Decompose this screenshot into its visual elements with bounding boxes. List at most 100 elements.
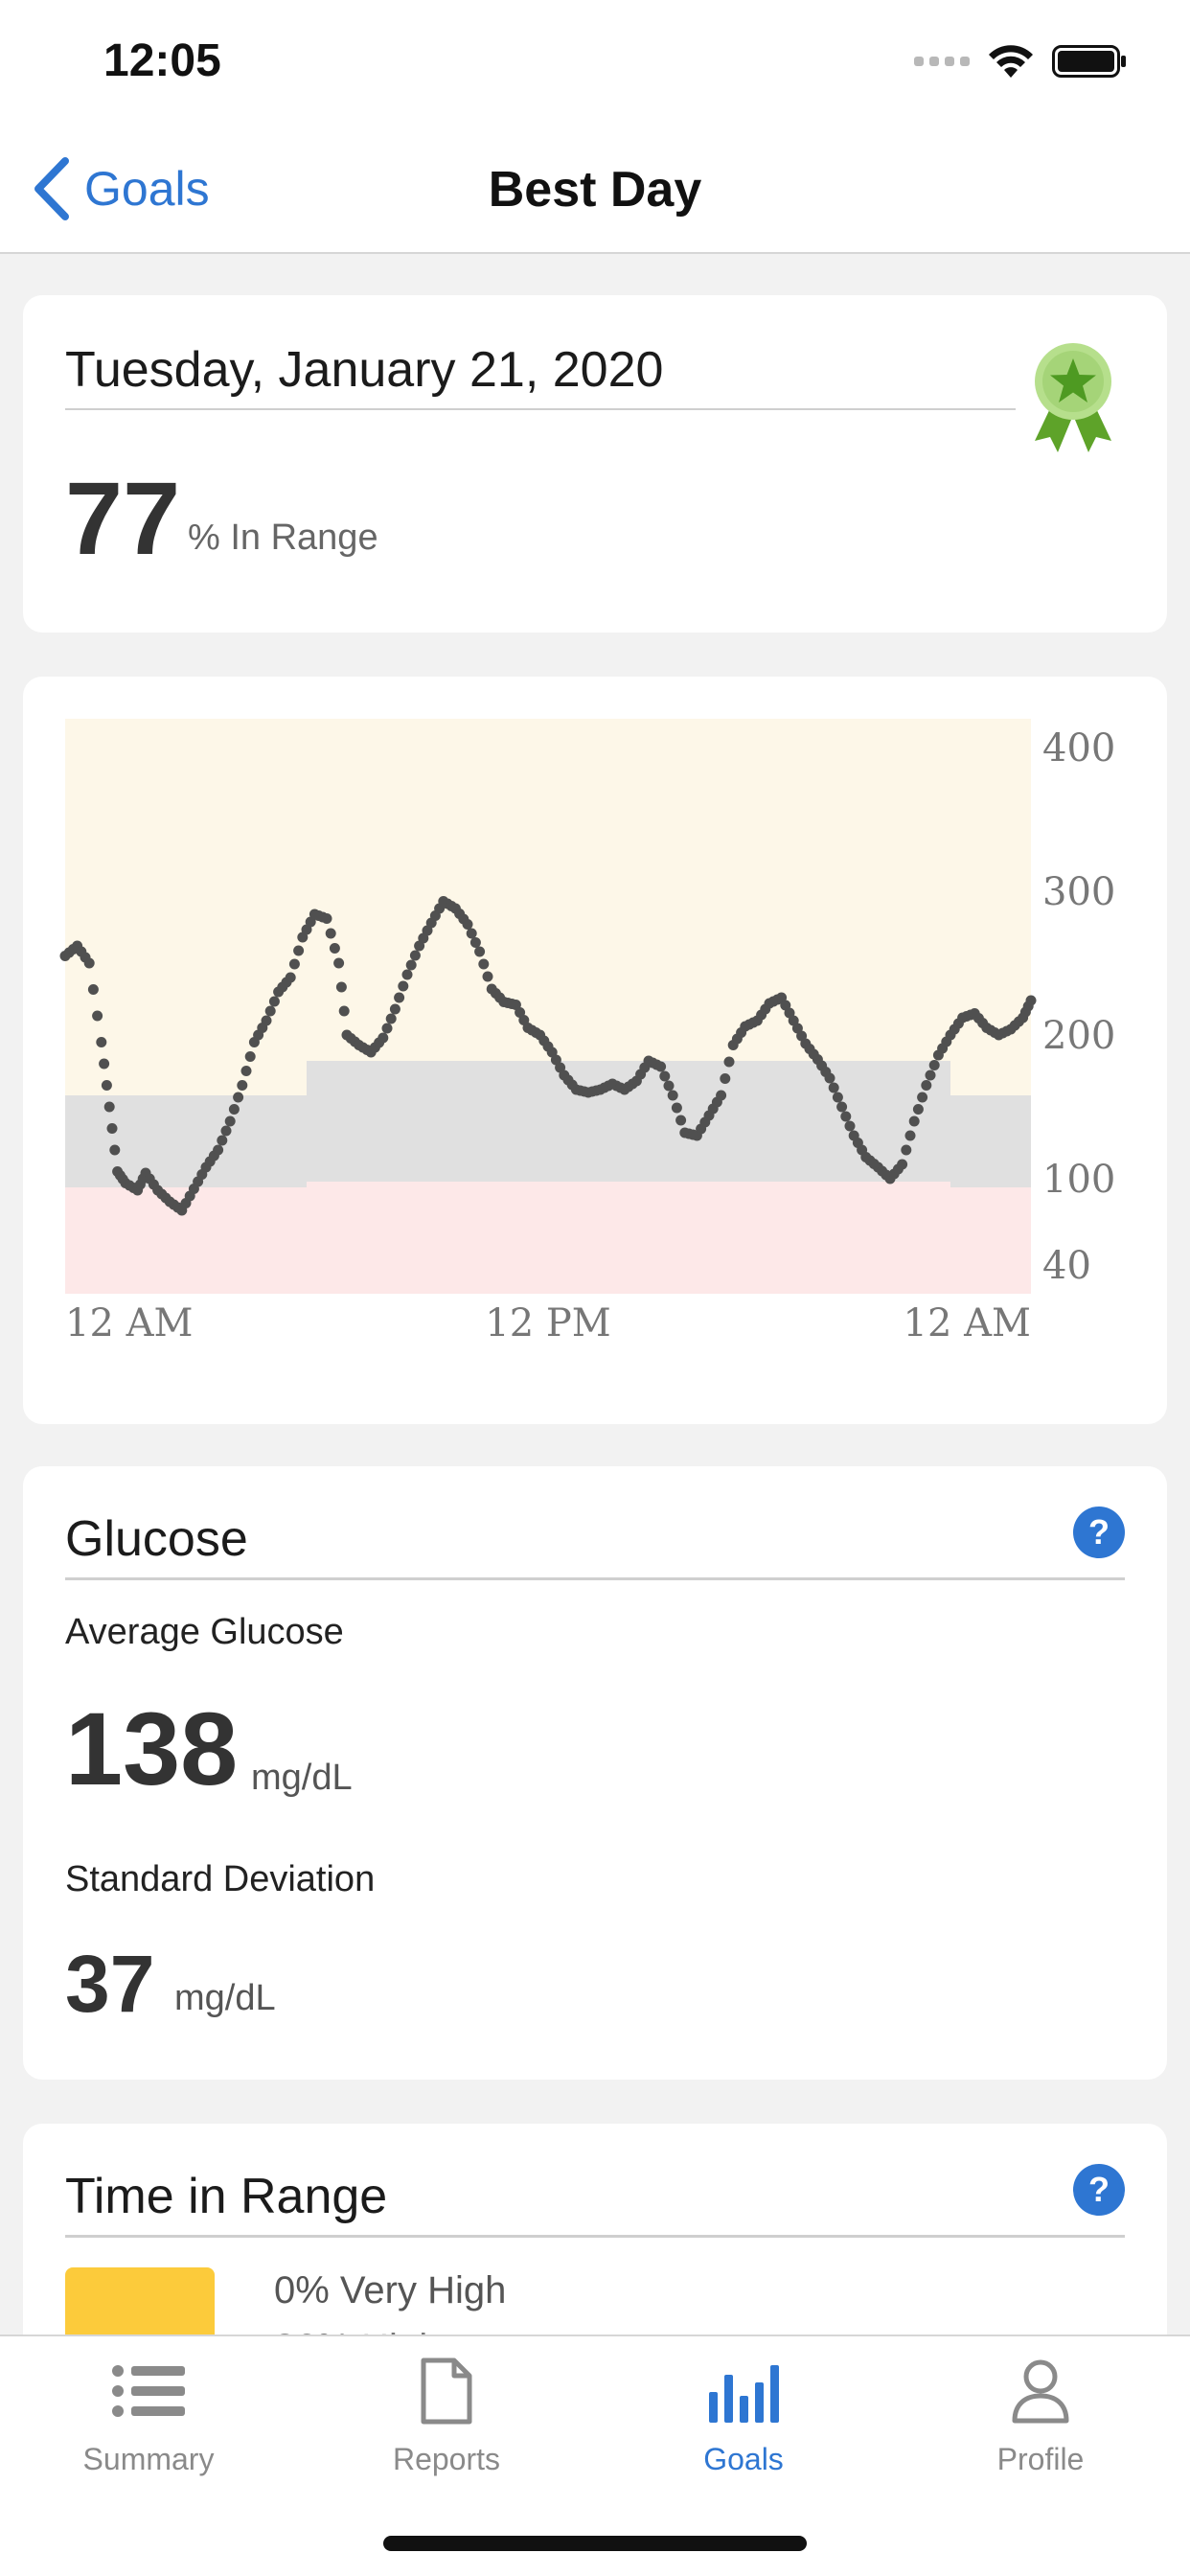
status-bar: 12:05 [0, 0, 1190, 125]
home-indicator [383, 2536, 807, 2551]
divider [65, 2235, 1125, 2238]
standard-deviation-label: Standard Deviation [65, 1859, 376, 1899]
glucose-point-214 [901, 1144, 912, 1156]
glucose-point-90 [401, 969, 413, 980]
glucose-point-45 [224, 1116, 236, 1127]
back-button[interactable]: Goals [33, 157, 210, 220]
glucose-point-43 [217, 1135, 228, 1146]
glucose-point-109 [478, 958, 490, 970]
cellular-signal-icon [914, 57, 970, 66]
glucose-point-105 [462, 919, 473, 930]
glucose-point-246 [1025, 995, 1037, 1006]
glucose-point-155 [663, 1080, 675, 1092]
standard-deviation-unit: mg/dL [174, 1978, 276, 2018]
glucose-point-169 [720, 1073, 731, 1084]
tab-reports[interactable]: Reports [351, 2358, 542, 2477]
tab-summary-label: Summary [82, 2442, 215, 2476]
glucose-point-216 [908, 1116, 920, 1127]
glucose-point-86 [385, 1013, 397, 1024]
wifi-icon [989, 45, 1033, 78]
glucose-point-44 [220, 1125, 232, 1137]
glucose-point-196 [828, 1082, 839, 1093]
divider [65, 408, 1016, 410]
very-high-label: 0% Very High [274, 2269, 507, 2312]
glucose-point-74 [338, 1005, 350, 1017]
target-zone-2 [950, 1095, 1031, 1187]
target-zone-0 [65, 1095, 307, 1187]
glucose-point-92 [409, 950, 421, 961]
glucose-point-221 [928, 1060, 940, 1070]
tab-profile[interactable]: Profile [945, 2358, 1136, 2477]
target-zone-1 [307, 1061, 950, 1182]
y-tick-label-2: 200 [1042, 1014, 1115, 1058]
low-zone-2 [950, 1187, 1031, 1294]
glucose-point-91 [405, 959, 417, 971]
glucose-help-icon[interactable]: ? [1073, 1506, 1125, 1558]
glucose-point-50 [244, 1051, 256, 1062]
x-tick-label-2: 12 AM [904, 1301, 1031, 1346]
y-tick-label-0: 400 [1042, 726, 1115, 770]
glucose-point-14 [109, 1144, 121, 1156]
glucose-point-217 [912, 1104, 924, 1115]
glucose-point-49 [240, 1066, 252, 1076]
list-icon [112, 2365, 185, 2417]
glucose-point-213 [897, 1159, 908, 1170]
tab-reports-label: Reports [392, 2442, 501, 2476]
glucose-point-198 [836, 1101, 848, 1113]
person-icon [1012, 2359, 1069, 2424]
glucose-point-47 [233, 1092, 244, 1103]
glucose-point-55 [264, 1005, 276, 1017]
glucose-section-title: Glucose [65, 1511, 248, 1567]
glucose-point-197 [832, 1092, 843, 1103]
x-tick-label-1: 12 PM [485, 1301, 610, 1346]
average-glucose-value: 138 [65, 1690, 239, 1806]
in-range-value: 77 [65, 460, 181, 576]
glucose-point-71 [329, 943, 340, 954]
glucose-point-73 [335, 981, 347, 993]
glucose-point-153 [655, 1061, 667, 1072]
glucose-point-195 [824, 1072, 835, 1084]
glucose-point-157 [671, 1102, 682, 1114]
bar-chart-icon [709, 2365, 779, 2423]
glucose-point-54 [261, 1015, 272, 1026]
glucose-point-48 [237, 1080, 248, 1091]
in-range-label: % In Range [188, 518, 378, 558]
glucose-point-110 [482, 971, 493, 982]
glucose-point-13 [106, 1123, 118, 1134]
document-icon [421, 2358, 472, 2425]
tab-summary[interactable]: Summary [53, 2358, 244, 2477]
glucose-point-11 [101, 1080, 112, 1091]
glucose-stats-card: Glucose ? Average Glucose 138 mg/dL Stan… [23, 1466, 1167, 2080]
glucose-point-60 [285, 972, 296, 983]
glucose-point-87 [389, 1003, 400, 1015]
glucose-point-12 [103, 1101, 115, 1113]
status-time: 12:05 [103, 35, 221, 86]
glucose-point-6 [83, 957, 95, 969]
glucose-point-85 [381, 1023, 393, 1034]
navigation-bar: Goals Best Day [0, 125, 1190, 254]
glucose-chart-card: 400 300 200 100 40 12 AM 12 PM 12 AM [23, 677, 1167, 1424]
award-ribbon-icon [1035, 343, 1111, 452]
divider [65, 1577, 1125, 1580]
average-glucose-label: Average Glucose [65, 1612, 344, 1652]
glucose-point-107 [469, 937, 481, 948]
glucose-point-61 [288, 958, 300, 970]
glucose-point-168 [716, 1090, 727, 1101]
standard-deviation-value: 37 [65, 1939, 155, 2029]
time-in-range-help-icon[interactable]: ? [1073, 2164, 1125, 2216]
glucose-point-7 [87, 984, 99, 995]
y-tick-label-1: 300 [1042, 870, 1115, 914]
glucose-point-199 [840, 1111, 852, 1122]
status-icons [914, 42, 1127, 80]
chevron-left-icon [34, 157, 69, 220]
tab-goals[interactable]: Goals [648, 2358, 839, 2477]
glucose-point-200 [844, 1120, 856, 1132]
glucose-point-220 [925, 1070, 936, 1081]
glucose-point-70 [325, 928, 336, 939]
glucose-point-170 [723, 1056, 735, 1068]
page-title: Best Day [488, 162, 702, 218]
glucose-point-56 [268, 996, 280, 1007]
glucose-point-8 [92, 1010, 103, 1022]
back-button-label: Goals [84, 162, 210, 216]
glucose-chart: 400 300 200 100 40 12 AM 12 PM 12 AM [59, 719, 1115, 1346]
